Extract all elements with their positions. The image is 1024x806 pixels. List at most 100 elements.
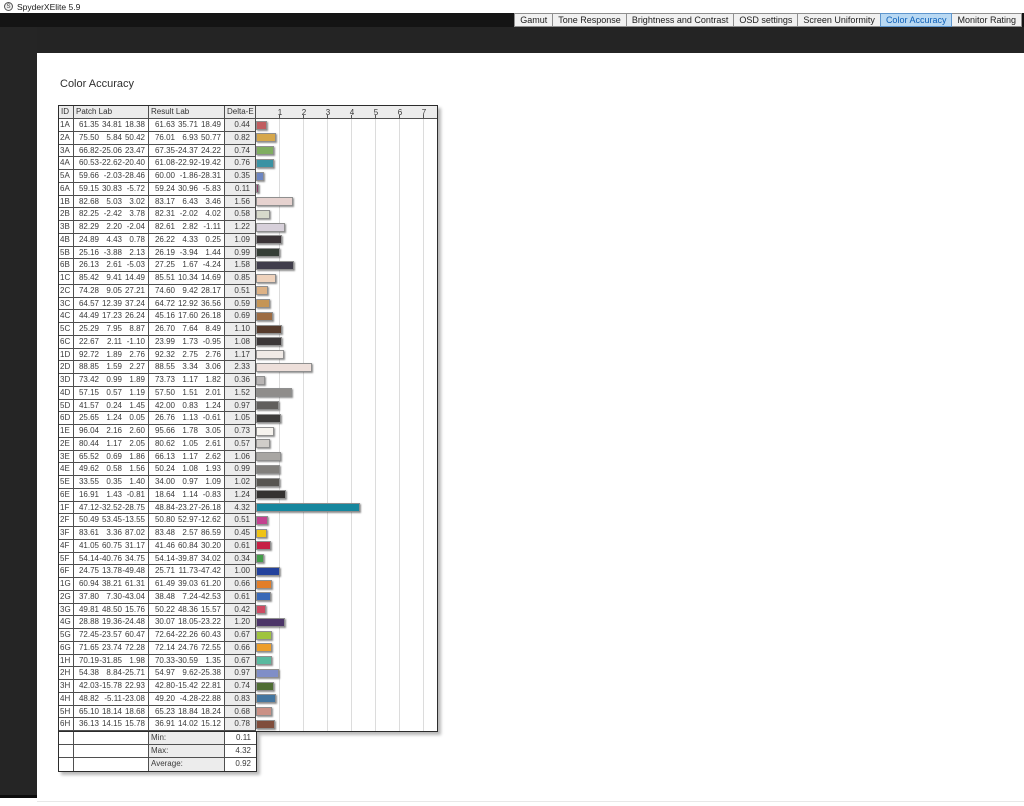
lab-value: 92.32 <box>154 349 175 359</box>
delta-e-value: 0.51 <box>225 514 256 527</box>
lab-value: -47.42 <box>198 566 221 576</box>
patch-lab-values: 48.82 -5.11 -23.08 <box>74 692 149 706</box>
lab-value: 50.80 <box>154 515 175 525</box>
lab-value: 60.53 <box>78 158 99 168</box>
axis-tick-label: 1 <box>277 108 283 117</box>
lab-value: 15.12 <box>200 719 221 729</box>
delta-e-value: 0.67 <box>225 629 256 642</box>
lab-value: 18.68 <box>124 706 145 716</box>
row-id: 1B <box>59 195 74 209</box>
tab-monitor-rating[interactable]: Monitor Rating <box>951 13 1022 27</box>
row-id: 4B <box>59 233 74 247</box>
lab-value: -39.87 <box>175 553 198 563</box>
delta-bar <box>256 133 276 143</box>
lab-value: 23.74 <box>101 642 122 652</box>
delta-bar <box>256 554 264 564</box>
axis-tick-label: 2 <box>301 108 307 117</box>
lab-value: 26.70 <box>154 324 175 333</box>
delta-e-value: 1.09 <box>225 233 256 247</box>
lab-value: 2.13 <box>129 247 145 257</box>
lab-value: -25.38 <box>198 668 221 678</box>
tab-screen-uniformity[interactable]: Screen Uniformity <box>797 13 881 27</box>
lab-value: 1.98 <box>129 655 145 665</box>
lab-value: 30.07 <box>154 617 175 627</box>
delta-e-value: 0.66 <box>225 578 256 591</box>
delta-e-value: 0.99 <box>225 246 256 260</box>
patch-lab-values: 36.13 14.15 15.78 <box>74 718 149 731</box>
delta-bar <box>256 515 268 525</box>
report-page: Color Accuracy ID Patch Lab Result Lab D… <box>37 53 1024 797</box>
lab-value: 48.50 <box>101 604 122 614</box>
row-id: 2A <box>59 131 74 145</box>
lab-value: -23.22 <box>198 617 221 627</box>
axis-tick-label: 7 <box>421 108 427 117</box>
row-id: 3E <box>59 450 74 464</box>
table-row: 5F 54.14 -40.76 34.75 54.14 -39.87 34.02 0.34 <box>59 552 437 566</box>
delta-bar <box>256 643 272 653</box>
lab-value: 74.28 <box>78 285 99 295</box>
result-lab-values: 41.46 60.84 30.20 <box>149 539 225 553</box>
lab-value: -28.75 <box>122 502 145 512</box>
lab-value: 60.75 <box>101 540 122 550</box>
lab-value: 15.57 <box>200 604 221 614</box>
patch-lab-values: 54.14 -40.76 34.75 <box>74 552 149 566</box>
delta-e-value: 0.69 <box>225 310 256 323</box>
row-id: 2G <box>59 590 74 604</box>
delta-e-value: 0.45 <box>225 527 256 540</box>
lab-value: 14.69 <box>200 273 221 282</box>
dark-top-band <box>0 27 1024 53</box>
lab-value: -2.02 <box>179 209 198 219</box>
lab-value: 28.88 <box>78 617 99 627</box>
lab-value: 54.14 <box>78 553 99 563</box>
lab-value: 48.82 <box>78 693 99 703</box>
table-row: 6F 24.75 13.78 -49.48 25.71 11.73 -47.42 1.00 <box>59 565 437 578</box>
axis-tick-mark <box>327 115 328 118</box>
delta-bar <box>256 452 281 462</box>
lab-value: 7.64 <box>182 324 198 333</box>
result-lab-values: 70.33 -30.59 1.35 <box>149 654 225 668</box>
row-id: 6H <box>59 718 74 731</box>
lab-value: 25.65 <box>78 413 99 423</box>
delta-bar <box>256 490 286 500</box>
delta-e-value: 0.61 <box>225 590 256 604</box>
lab-value: 1.24 <box>106 413 122 423</box>
result-lab-values: 50.24 1.08 1.93 <box>149 463 225 476</box>
table-row: 3F 83.61 3.36 87.02 83.48 2.57 86.59 0.45 <box>59 527 437 540</box>
patch-lab-values: 28.88 19.36 -24.48 <box>74 616 149 629</box>
tab-brightness-and-contrast[interactable]: Brightness and Contrast <box>625 13 735 27</box>
lab-value: 9.42 <box>182 285 198 295</box>
patch-lab-values: 25.29 7.95 8.87 <box>74 323 149 336</box>
delta-bar <box>256 260 294 270</box>
delta-e-value: 0.59 <box>225 297 256 311</box>
table-row: 4A 60.53 -22.62 -20.40 61.08 -22.92 -19.42 0.76 <box>59 157 437 170</box>
lab-value: 2.27 <box>129 362 145 372</box>
delta-bar <box>256 541 271 551</box>
row-id: 5E <box>59 476 74 489</box>
lab-value: 23.47 <box>124 145 145 155</box>
lab-value: 60.84 <box>177 540 198 550</box>
patch-lab-values: 60.94 38.21 61.31 <box>74 578 149 591</box>
lab-value: 0.78 <box>129 234 145 244</box>
row-id: 6C <box>59 335 74 349</box>
patch-lab-values: 41.57 0.24 1.45 <box>74 399 149 413</box>
lab-value: 31.17 <box>124 540 145 550</box>
lab-value: 26.13 <box>78 260 99 270</box>
row-id: 1H <box>59 654 74 668</box>
lab-value: 10.34 <box>177 273 198 282</box>
lab-value: 27.25 <box>154 260 175 270</box>
result-lab-values: 36.91 14.02 15.12 <box>149 718 225 731</box>
lab-value: 1.14 <box>182 489 198 499</box>
tab-tone-response[interactable]: Tone Response <box>552 13 627 27</box>
table-row: 2E 80.44 1.17 2.05 80.62 1.05 2.61 0.57 <box>59 437 437 451</box>
tab-color-accuracy[interactable]: Color Accuracy <box>879 13 953 27</box>
table-row: 4G 28.88 19.36 -24.48 30.07 18.05 -23.22 1.20 <box>59 616 437 629</box>
delta-bar <box>256 235 282 245</box>
lab-value: -30.59 <box>175 655 198 665</box>
patch-lab-values: 54.38 8.84 -25.71 <box>74 667 149 680</box>
lab-value: 24.75 <box>78 566 99 576</box>
tab-osd-settings[interactable]: OSD settings <box>733 13 799 27</box>
lab-value: 1.56 <box>129 464 145 474</box>
col-header-delta: Delta-E <box>225 106 256 119</box>
tab-gamut[interactable]: Gamut <box>514 13 554 27</box>
summary-label: Max: <box>149 745 225 758</box>
